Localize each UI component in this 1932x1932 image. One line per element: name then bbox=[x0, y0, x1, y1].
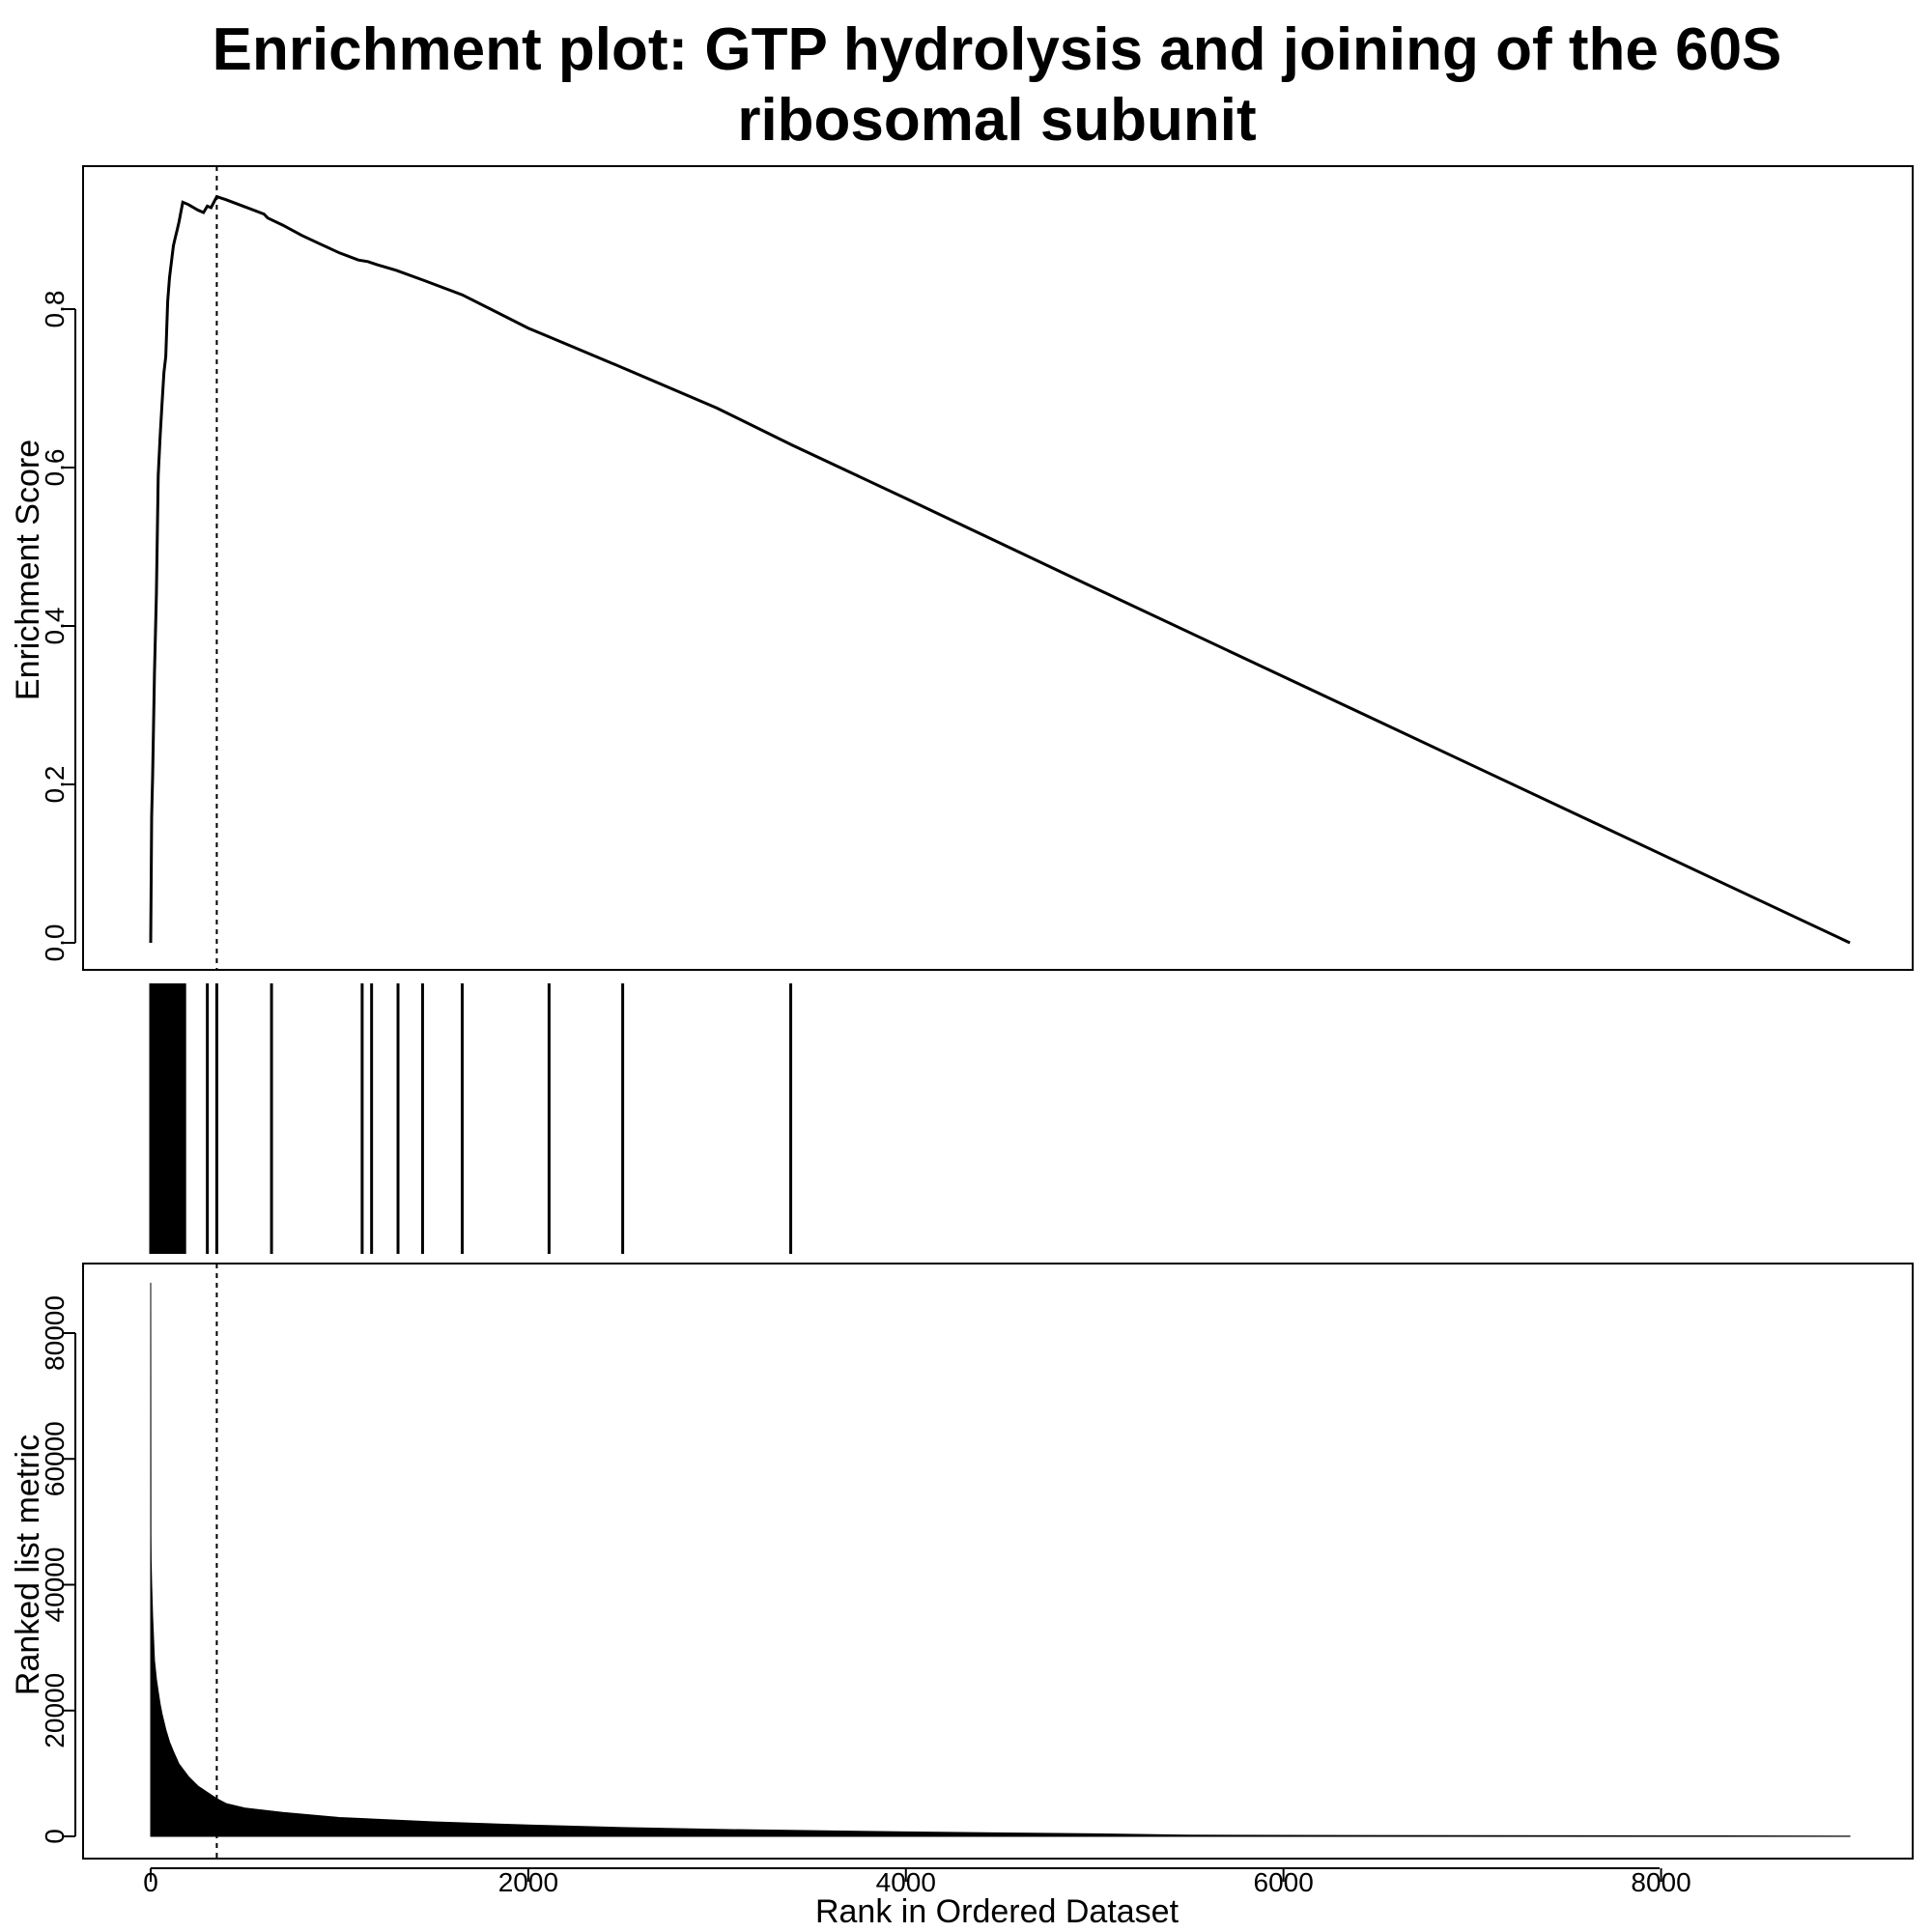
ranked-list-y-tick-label: 0 bbox=[40, 1829, 70, 1844]
ranked-list-y-tick-label: 20000 bbox=[40, 1673, 70, 1748]
ranked-list-y-tick-label: 80000 bbox=[40, 1295, 70, 1371]
enrichment-score-plot-frame bbox=[82, 165, 1914, 971]
enrichment-score-y-tick-label: 0.2 bbox=[40, 766, 70, 804]
ranked-list-x-axis-label: Rank in Ordered Dataset bbox=[815, 1893, 1179, 1930]
ranked-list-x-ticks: 0 2000 4000 6000 8000 bbox=[143, 1867, 1690, 1897]
enrichment-score-y-tick-label: 0.6 bbox=[40, 449, 70, 487]
ranked-list-x-tick-label: 8000 bbox=[1631, 1867, 1690, 1897]
enrichment-score-y-axis-label: Enrichment Score bbox=[10, 440, 46, 700]
ranked-list-metric-area bbox=[150, 1282, 1851, 1837]
ranked-list-y-axis-label: Ranked list metric bbox=[10, 1435, 46, 1695]
chart-title-line-1: Enrichment plot: GTP hydrolysis and join… bbox=[213, 16, 1782, 83]
enrichment-score-y-tick-label: 0.4 bbox=[40, 608, 70, 645]
enrichment-score-y-ticks: 0.0 0.2 0.4 0.6 0.8 bbox=[40, 291, 75, 962]
enrichment-score-y-tick-label: 0.8 bbox=[40, 291, 70, 328]
ranked-list-x-tick-label: 2000 bbox=[498, 1867, 558, 1897]
enrichment-score-y-tick-label: 0.0 bbox=[40, 924, 70, 962]
enrichment-score-series-line bbox=[149, 194, 1851, 945]
ranked-list-y-ticks: 0 20000 40000 60000 80000 bbox=[40, 1295, 75, 1844]
enrichment-score-panel: 0.0 0.2 0.4 0.6 0.8 Enrichment Score bbox=[10, 165, 1914, 971]
ranked-list-x-tick-label: 4000 bbox=[876, 1867, 936, 1897]
ranked-list-x-tick-label: 6000 bbox=[1254, 1867, 1314, 1897]
ranked-list-y-tick-label: 40000 bbox=[40, 1548, 70, 1623]
chart-title-line-2: ribosomal subunit bbox=[737, 87, 1256, 154]
ranked-list-plot-frame bbox=[82, 1263, 1914, 1860]
gene-hits-barcode-panel bbox=[149, 983, 793, 1254]
ranked-list-y-tick-label: 60000 bbox=[40, 1421, 70, 1496]
ranked-list-x-tick-label: 0 bbox=[143, 1867, 158, 1897]
